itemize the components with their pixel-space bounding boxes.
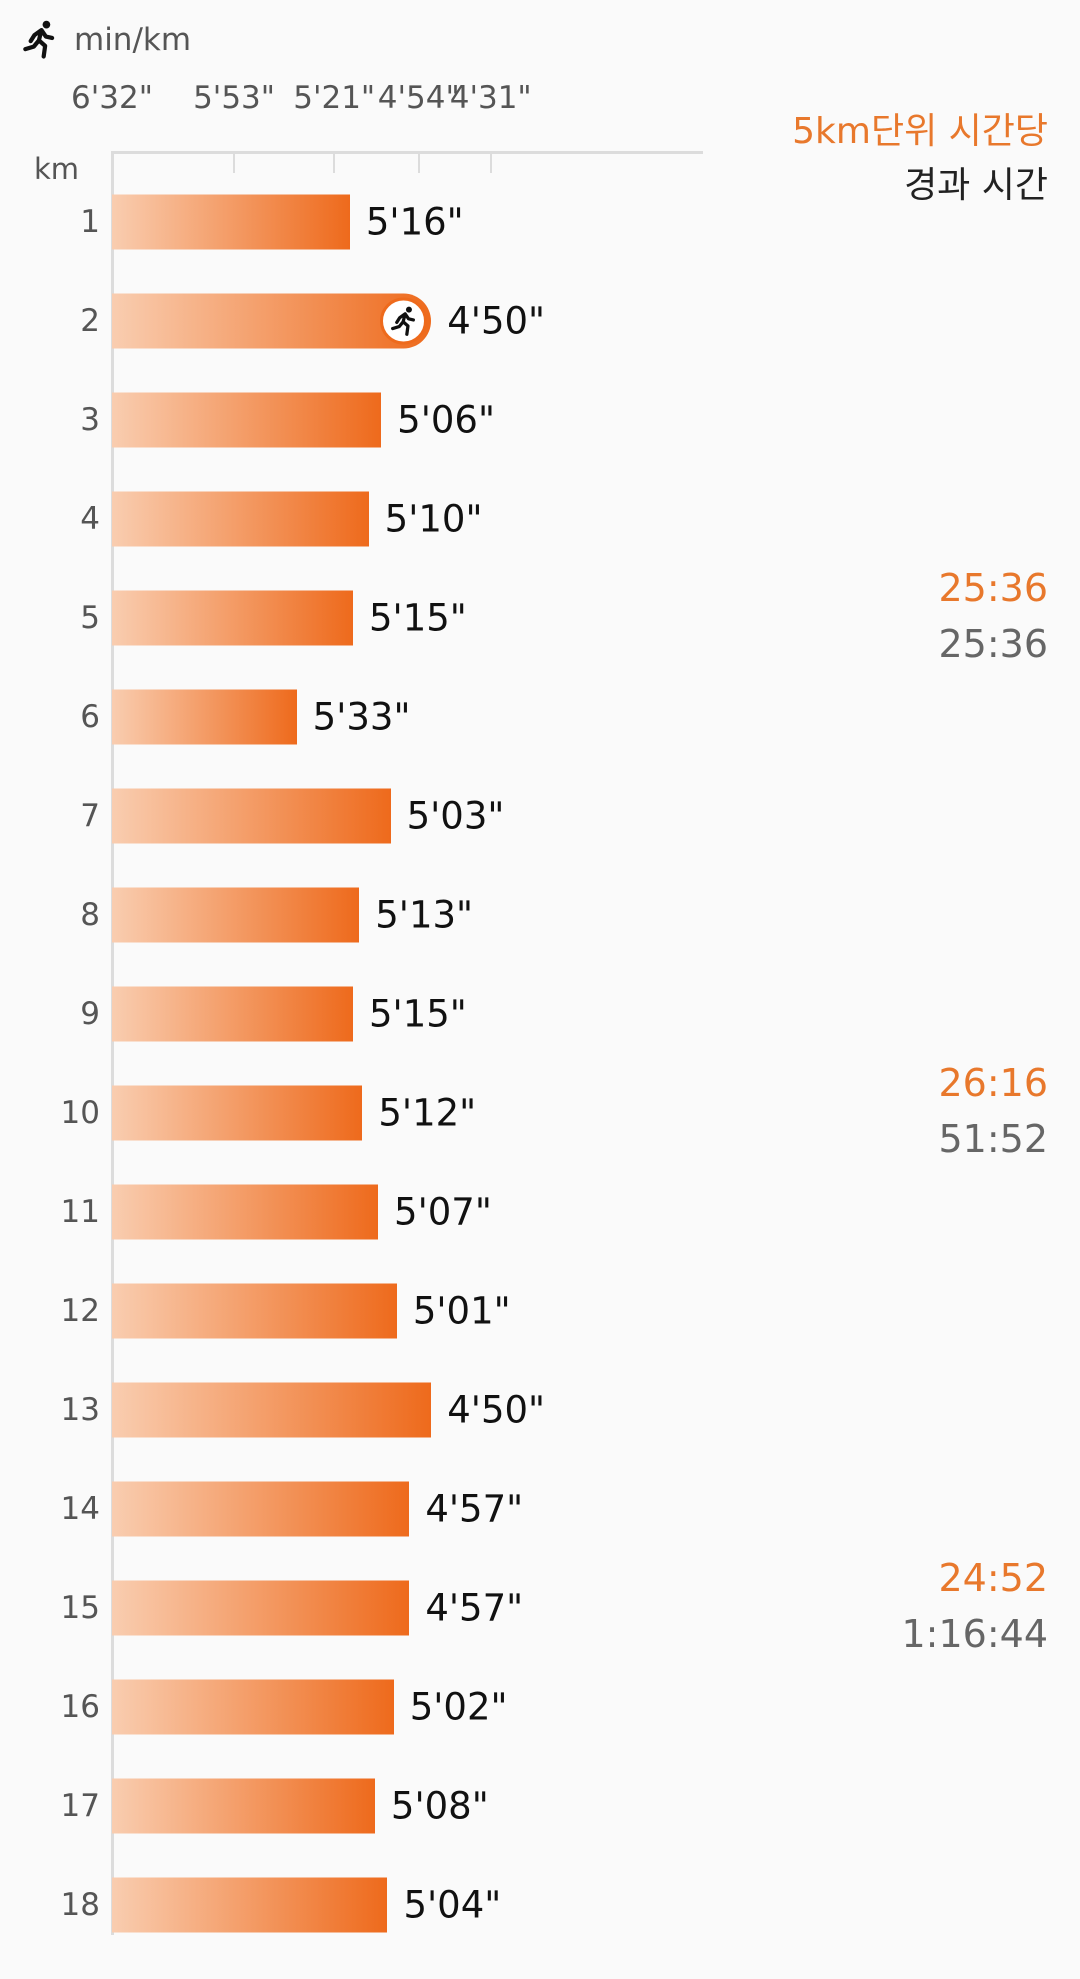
- x-tick-label: 4'54": [377, 80, 460, 116]
- km-label: 15: [60, 1590, 100, 1626]
- fastest-pace-runner-icon: [380, 297, 428, 345]
- pace-bar: [112, 788, 391, 844]
- pace-value: 5'06": [397, 398, 495, 442]
- pace-bar: [112, 986, 353, 1042]
- unit-label: min/km: [74, 22, 192, 58]
- pace-value: 5'01": [412, 1289, 511, 1333]
- pace-value: 5'07": [394, 1190, 492, 1234]
- pace-value: 5'15": [369, 992, 467, 1036]
- km-label: 7: [80, 798, 100, 834]
- split-time: 24:52: [938, 1556, 1048, 1600]
- km-label: 3: [80, 402, 100, 438]
- x-tick-mark: [333, 151, 336, 173]
- km-label: 1: [80, 204, 100, 240]
- legend-elapsed-title: 경과 시간: [904, 165, 1048, 206]
- x-tick-label: 4'31": [449, 80, 532, 116]
- pace-bar: [112, 194, 350, 250]
- pace-value: 4'57": [425, 1586, 524, 1630]
- pace-bar: [112, 590, 353, 646]
- x-tick-label: 6'32": [71, 80, 153, 116]
- pace-bar: [112, 293, 432, 349]
- legend-split-title: 5km단위 시간당: [792, 111, 1048, 152]
- pace-value: 4'57": [425, 1487, 524, 1531]
- pace-value: 5'16": [365, 200, 464, 244]
- pace-value: 5'03": [406, 794, 505, 838]
- km-label: 2: [80, 303, 100, 339]
- pace-value: 5'15": [369, 596, 467, 640]
- km-label: 18: [60, 1887, 100, 1923]
- split-time: 25:36: [938, 566, 1048, 610]
- pace-value: 4'50": [447, 299, 546, 343]
- km-label: 12: [60, 1293, 100, 1329]
- pace-value: 4'50": [447, 1388, 546, 1432]
- pace-bar: [112, 887, 360, 943]
- elapsed-time: 25:36: [938, 622, 1048, 666]
- y-axis-unit: km: [34, 152, 80, 186]
- km-label: 9: [80, 996, 100, 1032]
- pace-bar: [112, 1679, 394, 1735]
- km-label: 14: [60, 1491, 100, 1527]
- pace-bar: [112, 1382, 432, 1438]
- pace-bar: [112, 1085, 363, 1141]
- km-label: 13: [60, 1392, 100, 1428]
- pace-value: 5'02": [409, 1685, 508, 1729]
- km-label: 6: [80, 699, 100, 735]
- pace-value: 5'08": [390, 1784, 489, 1828]
- pace-value: 5'33": [312, 695, 411, 739]
- pace-bar: [112, 1877, 388, 1933]
- pace-bar: [112, 1481, 410, 1537]
- km-label: 4: [80, 501, 100, 537]
- km-label: 11: [60, 1194, 100, 1230]
- x-tick-label: 5'21": [293, 80, 376, 116]
- pace-value: 5'10": [384, 497, 483, 541]
- pace-bar: [112, 1580, 410, 1636]
- km-label: 10: [60, 1095, 100, 1131]
- pace-bar: [112, 689, 297, 745]
- pace-bar: [112, 1283, 397, 1339]
- x-tick-mark: [489, 151, 492, 173]
- km-label: 16: [60, 1689, 100, 1725]
- km-label: 17: [60, 1788, 100, 1824]
- x-tick-label: 5'53": [193, 80, 276, 116]
- km-label: 8: [80, 897, 100, 933]
- runner-icon: [18, 18, 62, 62]
- y-axis-line: [111, 151, 114, 1935]
- x-tick-mark: [417, 151, 420, 173]
- unit-header: min/km: [18, 14, 191, 66]
- elapsed-time: 51:52: [938, 1117, 1048, 1161]
- pace-value: 5'04": [403, 1883, 502, 1927]
- split-time: 26:16: [938, 1061, 1048, 1105]
- pace-bar: [112, 1778, 375, 1834]
- x-axis-line: [111, 151, 703, 154]
- pace-bar: [112, 392, 382, 448]
- elapsed-time: 1:16:44: [901, 1612, 1049, 1656]
- pace-bar: [112, 1184, 379, 1240]
- pace-value: 5'13": [375, 893, 474, 937]
- pace-bar: [112, 491, 369, 547]
- pace-value: 5'12": [378, 1091, 477, 1135]
- x-tick-mark: [233, 151, 236, 173]
- km-label: 5: [80, 600, 100, 636]
